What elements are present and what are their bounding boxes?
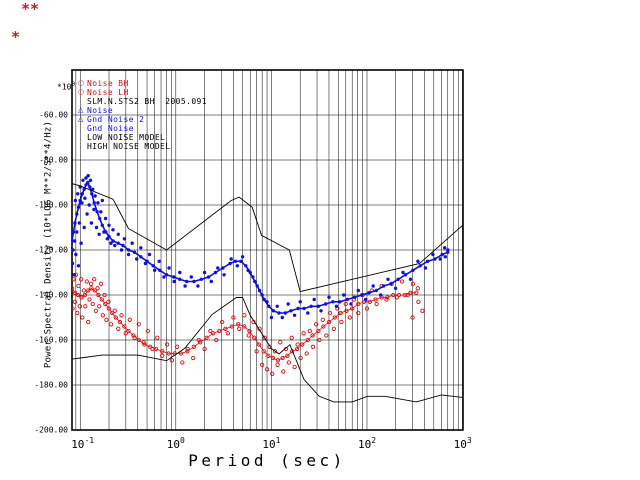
- series-high-noise-model: [72, 183, 463, 293]
- y-tick-label: -140.00: [34, 291, 68, 300]
- legend-item: ○ Noise LH: [78, 88, 207, 97]
- triangle-marker-icon: △: [78, 115, 84, 123]
- legend-label: Noise: [87, 106, 114, 115]
- legend-item: △ Noise: [78, 106, 207, 115]
- y-tick-label: -120.00: [34, 246, 68, 255]
- legend-label: Noise LH: [87, 88, 129, 97]
- x-axis-title: Period (sec): [188, 451, 346, 470]
- x-tick-labels: 10-1 100 101 102 103: [71, 436, 472, 451]
- series-bh-noise: [72, 174, 450, 320]
- y-tick-label: -160.00: [34, 336, 68, 345]
- circle-marker-icon: ○: [78, 79, 85, 87]
- x-tick-label: 102: [358, 436, 376, 451]
- legend-label: HIGH NOISE MODEL: [87, 142, 171, 151]
- x-tick-label: 10-1: [71, 436, 94, 451]
- y-axis-multiplier-base: *10: [57, 82, 72, 92]
- y-tick-label: -60.00: [39, 111, 68, 120]
- legend-item: SLM.N.STS2 BH 2005.091: [78, 97, 207, 106]
- legend-label: Gnd Noise 2: [87, 115, 145, 124]
- legend-item: HIGH NOISE MODEL: [78, 142, 207, 151]
- chart-legend: ○ Noise BH ○ Noise LH SLM.N.STS2 BH 2005.091…: [78, 79, 207, 151]
- x-tick-label: 101: [262, 436, 280, 451]
- legend-label: LOW NOISE MODEL: [87, 133, 166, 142]
- legend-item: ○ Noise BH: [78, 79, 207, 88]
- legend-item: △ Gnd Noise 2: [78, 115, 207, 124]
- y-tick-label: -180.00: [34, 381, 68, 390]
- y-axis-title: Power Spectral Density (10*LOG M**2/S**4…: [43, 120, 54, 369]
- circle-marker-icon: ○: [78, 88, 85, 96]
- series-low-noise-model: [72, 297, 463, 403]
- series-lh-noise: [72, 272, 425, 376]
- legend-label: Gnd Noise: [87, 124, 134, 133]
- window-mark-icon: *: [11, 28, 21, 46]
- y-tick-label: -200.00: [34, 426, 68, 435]
- y-axis-multiplier: *100: [57, 81, 75, 92]
- y-tick-label: -80.00: [39, 156, 68, 165]
- window-mark-icon: **: [21, 0, 40, 18]
- legend-label: Noise BH: [87, 79, 129, 88]
- y-axis-multiplier-exponent: 0: [71, 81, 76, 88]
- legend-item: LOW NOISE MODEL: [78, 133, 207, 142]
- legend-item: Gnd Noise: [78, 124, 207, 133]
- plot-area: [72, 174, 463, 403]
- x-tick-label: 103: [454, 436, 472, 451]
- x-tick-label: 100: [167, 436, 185, 451]
- legend-label: SLM.N.STS2 BH 2005.091: [87, 97, 207, 106]
- triangle-marker-icon: △: [78, 106, 84, 114]
- y-tick-label: -100.00: [34, 201, 68, 210]
- y-tick-labels: -200.00 -180.00 -160.00 -140.00 -120.00 -100.…: [34, 111, 68, 435]
